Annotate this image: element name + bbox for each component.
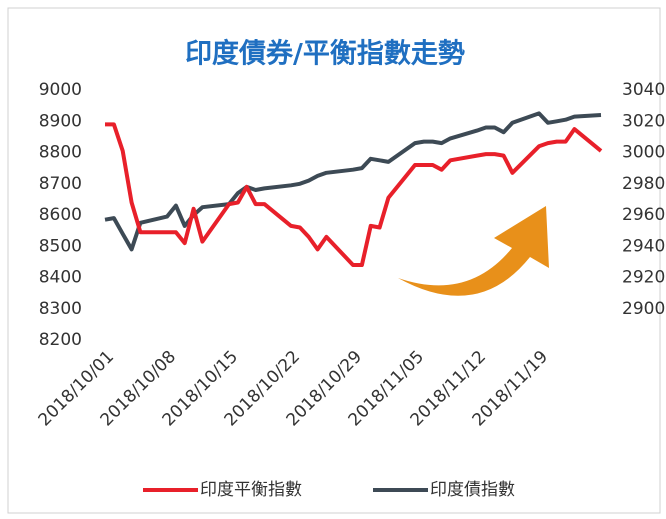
y-tick-label: 8600 (39, 205, 82, 225)
y-tick-label: 9000 (39, 80, 82, 100)
legend-label: 印度平衡指數 (200, 480, 302, 500)
y-tick-label: 8500 (39, 236, 82, 256)
y2-tick-label: 2960 (622, 205, 665, 225)
y2-tick-label: 2980 (622, 174, 665, 194)
y2-tick-label: 2900 (622, 299, 665, 319)
series-line (104, 111, 602, 252)
chart-border (7, 7, 661, 514)
arrow-decoration (398, 206, 549, 296)
y2-tick-label: 3020 (622, 111, 665, 131)
y2-tick-label: 2940 (622, 236, 665, 256)
y-tick-label: 8700 (39, 174, 82, 194)
series-line (105, 122, 603, 267)
y2-tick-label: 2920 (622, 268, 665, 288)
y-tick-label: 8900 (39, 111, 82, 131)
y-tick-label: 8200 (39, 330, 82, 350)
legend-label: 印度債指數 (430, 480, 515, 500)
y2-tick-label: 3040 (622, 80, 665, 100)
chart-title: 印度債券/平衡指數走勢 (185, 38, 465, 70)
y-tick-label: 8800 (39, 143, 82, 163)
y-tick-label: 8300 (39, 299, 82, 319)
y-tick-label: 8400 (39, 268, 82, 288)
y2-tick-label: 3000 (622, 143, 665, 163)
